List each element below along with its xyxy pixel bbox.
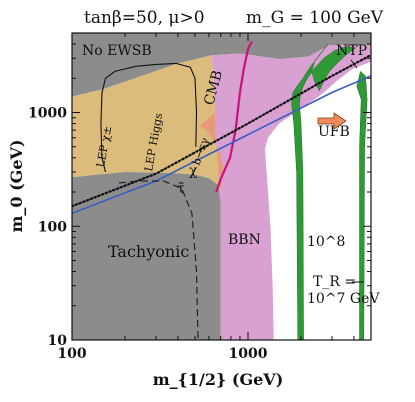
label-tr-1e8: 10^8	[307, 234, 345, 250]
line-tachyonic-boundary	[118, 180, 199, 340]
region-no-ewsb	[72, 33, 371, 97]
region-tachyonic	[72, 172, 221, 340]
label-tachyonic: Tachyonic	[108, 242, 189, 261]
label-bbn: BBN	[228, 232, 261, 248]
line-lep-chargino	[100, 62, 198, 173]
x-tick-label: 100	[57, 346, 86, 362]
line-cmb	[215, 41, 253, 193]
x-tick-label: 1000	[229, 346, 268, 362]
lines-layer	[72, 41, 371, 340]
label-ntp: NTP	[336, 43, 367, 59]
region-lep-higgs	[72, 55, 221, 202]
line-ufb	[72, 75, 371, 215]
plot-frame	[71, 32, 372, 341]
y-axis-label: m_0 (GeV)	[7, 139, 26, 232]
region-b-s-gamma	[199, 112, 223, 192]
title-right: m_G = 100 GeV	[246, 8, 384, 28]
ntp-pointer	[350, 59, 358, 69]
x-axis-label: m_{1/2} (GeV)	[153, 370, 284, 389]
label-no-ewsb: No EWSB	[82, 43, 152, 59]
title-left: tanβ=50, μ>0	[84, 8, 205, 28]
region-bbn	[211, 45, 371, 340]
label-chi: χ	[189, 163, 198, 179]
label-stau: τ̃	[177, 181, 185, 197]
gravitino-band-1	[291, 43, 357, 340]
ufb-arrow-shape	[317, 112, 347, 130]
y-tick-label: 100	[38, 219, 67, 235]
y-tick-label: 1000	[28, 106, 67, 122]
ufb-arrow	[317, 112, 347, 130]
line-stau-boundary	[72, 53, 371, 208]
y-tick-label: 10	[48, 333, 68, 349]
label-tr-1e7: 10^7 GeV	[307, 291, 380, 307]
gravitino-band-2	[356, 70, 368, 340]
label-ufb: UFB	[318, 124, 350, 140]
regions-layer	[72, 33, 371, 340]
label-tr: T_R =	[313, 274, 356, 290]
frame-rect	[71, 32, 372, 341]
